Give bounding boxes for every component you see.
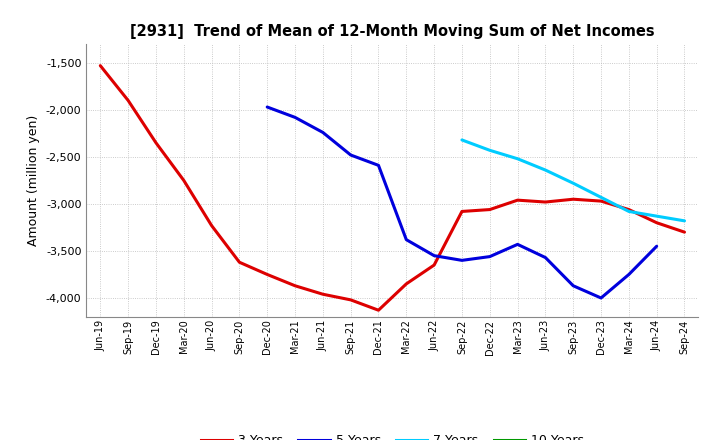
3 Years: [485, 207, 494, 212]
3 Years: [263, 272, 271, 277]
3 Years: [291, 283, 300, 288]
Line: 5 Years: 5 Years: [267, 107, 657, 298]
3 Years: [597, 198, 606, 204]
7 Years: [597, 194, 606, 200]
3 Years: [402, 281, 410, 286]
3 Years: [179, 178, 188, 183]
3 Years: [318, 292, 327, 297]
Legend: 3 Years, 5 Years, 7 Years, 10 Years: 3 Years, 5 Years, 7 Years, 10 Years: [196, 429, 589, 440]
7 Years: [513, 156, 522, 161]
3 Years: [346, 297, 355, 303]
7 Years: [541, 167, 550, 172]
3 Years: [152, 140, 161, 145]
Y-axis label: Amount (million yen): Amount (million yen): [27, 115, 40, 246]
3 Years: [541, 199, 550, 205]
7 Years: [485, 148, 494, 153]
5 Years: [346, 152, 355, 158]
3 Years: [569, 197, 577, 202]
5 Years: [624, 272, 633, 277]
5 Years: [402, 237, 410, 242]
3 Years: [207, 223, 216, 228]
3 Years: [430, 262, 438, 268]
3 Years: [513, 198, 522, 203]
3 Years: [124, 98, 132, 103]
Title: [2931]  Trend of Mean of 12-Month Moving Sum of Net Incomes: [2931] Trend of Mean of 12-Month Moving …: [130, 24, 654, 39]
5 Years: [541, 255, 550, 260]
5 Years: [374, 163, 383, 168]
5 Years: [430, 253, 438, 258]
5 Years: [652, 244, 661, 249]
5 Years: [263, 104, 271, 110]
5 Years: [318, 130, 327, 135]
3 Years: [680, 230, 689, 235]
5 Years: [513, 242, 522, 247]
7 Years: [569, 180, 577, 186]
3 Years: [652, 220, 661, 225]
5 Years: [291, 115, 300, 120]
7 Years: [458, 137, 467, 143]
7 Years: [652, 213, 661, 219]
3 Years: [624, 207, 633, 212]
Line: 7 Years: 7 Years: [462, 140, 685, 221]
5 Years: [569, 283, 577, 288]
7 Years: [624, 209, 633, 214]
3 Years: [458, 209, 467, 214]
5 Years: [458, 258, 467, 263]
3 Years: [96, 63, 104, 68]
Line: 3 Years: 3 Years: [100, 66, 685, 310]
3 Years: [235, 260, 243, 265]
7 Years: [680, 218, 689, 224]
5 Years: [485, 254, 494, 259]
3 Years: [374, 308, 383, 313]
5 Years: [597, 295, 606, 301]
